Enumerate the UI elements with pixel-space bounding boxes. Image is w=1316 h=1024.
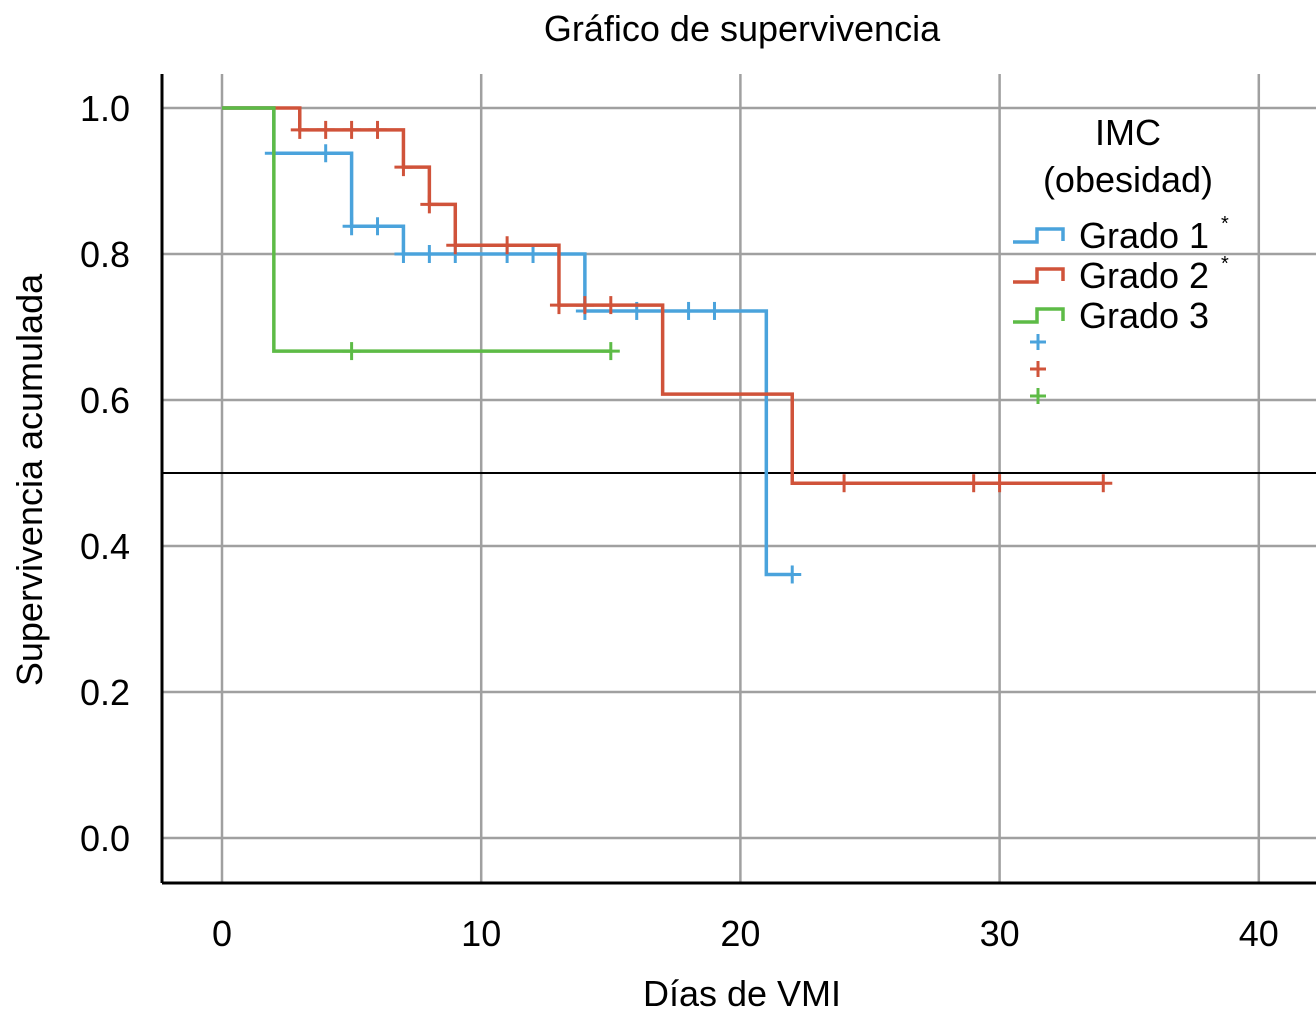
legend-censor-grado-3 [1030,388,1046,404]
x-axis-label: Días de VMI [643,973,841,1014]
legend-label: Grado 2 [1079,255,1209,296]
chart-title: Gráfico de supervivencia [544,8,941,49]
survival-step-line [222,106,793,577]
survival-step-line [222,106,611,353]
series-grado-3 [222,106,620,361]
series-grado-1 [222,106,802,584]
legend-step-icon [1013,227,1065,244]
y-tick-label: 0.8 [80,234,130,275]
legend-step-icon [1013,267,1065,284]
y-tick-labels: 0.0 0.2 0.4 0.6 0.8 1.0 [80,88,130,859]
series-grado-2 [222,106,1113,493]
legend-label: Grado 1 [1079,215,1209,256]
legend-label: Grado 3 [1079,295,1209,336]
x-tick-label: 10 [461,913,501,954]
legend-item-grado-2: Grado 2 * [1013,253,1229,296]
y-tick-label: 0.4 [80,526,130,567]
legend-censor-grado-1 [1030,334,1046,350]
legend-title-line1: IMC [1095,112,1161,153]
series-layer [222,106,1113,584]
y-axis-label: Supervivencia acumulada [9,273,50,686]
x-tick-label: 30 [980,913,1020,954]
y-tick-label: 0.6 [80,380,130,421]
x-tick-labels: 0 10 20 30 40 [212,913,1279,954]
x-tick-label: 20 [720,913,760,954]
legend-significance-marker: * [1221,213,1229,235]
x-tick-label: 0 [212,913,232,954]
x-tick-label: 40 [1239,913,1279,954]
legend-item-grado-1: Grado 1 * [1013,213,1229,256]
legend: IMC (obesidad) Grado 1 * Grado 2 * Grado 3 [1013,112,1229,404]
legend-step-icon [1013,307,1065,324]
y-tick-label: 1.0 [80,88,130,129]
legend-item-grado-3: Grado 3 [1013,295,1209,336]
legend-significance-marker: * [1221,253,1229,275]
grid [162,74,1316,883]
survival-step-line [222,106,1104,485]
legend-censor-grado-2 [1030,361,1046,377]
legend-title-line2: (obesidad) [1043,159,1213,200]
y-tick-label: 0.0 [80,818,130,859]
y-tick-label: 0.2 [80,672,130,713]
